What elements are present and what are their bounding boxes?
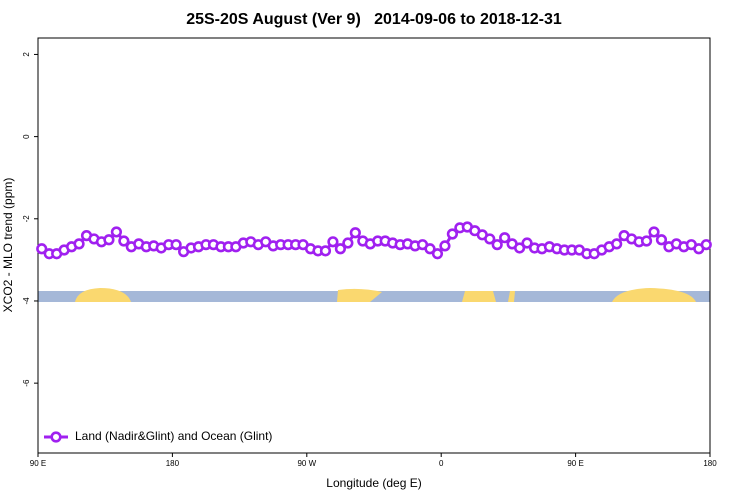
y-axis-title: XCO2 - MLO trend (ppm) <box>1 178 15 313</box>
x-tick-label: 90 E <box>567 459 583 468</box>
y-tick-label: -6 <box>22 379 31 387</box>
data-point <box>342 237 354 249</box>
x-tick-label: 90 W <box>297 459 316 468</box>
land-patch <box>612 288 696 302</box>
data-point <box>327 236 339 248</box>
data-point <box>499 232 511 244</box>
data-point <box>349 227 361 239</box>
data-point <box>655 234 668 246</box>
x-tick-label: 0 <box>439 459 444 468</box>
data-point <box>424 243 436 255</box>
data-point <box>118 235 130 247</box>
x-tick-label: 180 <box>166 459 180 468</box>
chart-title: 25S-20S August (Ver 9) 2014-09-06 to 201… <box>186 11 562 28</box>
x-tick-label: 90 E <box>30 459 46 468</box>
legend-marker <box>50 431 62 443</box>
data-point <box>103 234 115 246</box>
data-point <box>170 239 182 251</box>
land-ocean-strip <box>38 288 710 302</box>
data-point <box>611 238 623 250</box>
y-tick-label: 0 <box>22 134 31 139</box>
land-patch <box>508 291 515 302</box>
land-patch <box>462 291 496 302</box>
data-point <box>36 243 48 255</box>
data-point <box>648 226 660 238</box>
y-tick-label: -4 <box>22 297 31 305</box>
land-patch <box>337 288 382 302</box>
x-tick-label: 180 <box>703 459 717 468</box>
x-axis-title: Longitude (deg E) <box>326 476 421 490</box>
data-point <box>521 237 533 249</box>
land-patch <box>75 288 131 302</box>
data-point <box>700 239 712 251</box>
y-tick-label: 2 <box>22 52 31 57</box>
data-point <box>446 228 459 240</box>
data-point <box>439 240 451 252</box>
data-point <box>484 233 496 245</box>
legend-label: Land (Nadir&Glint) and Ocean (Glint) <box>75 429 272 443</box>
data-point <box>73 238 85 250</box>
data-point <box>110 226 122 238</box>
data-point <box>640 235 653 247</box>
y-tick-label: -2 <box>22 215 31 223</box>
data-point <box>513 242 526 254</box>
data-point <box>431 248 444 260</box>
data-point <box>319 245 332 257</box>
data-point <box>334 243 347 255</box>
data-point <box>491 239 503 251</box>
